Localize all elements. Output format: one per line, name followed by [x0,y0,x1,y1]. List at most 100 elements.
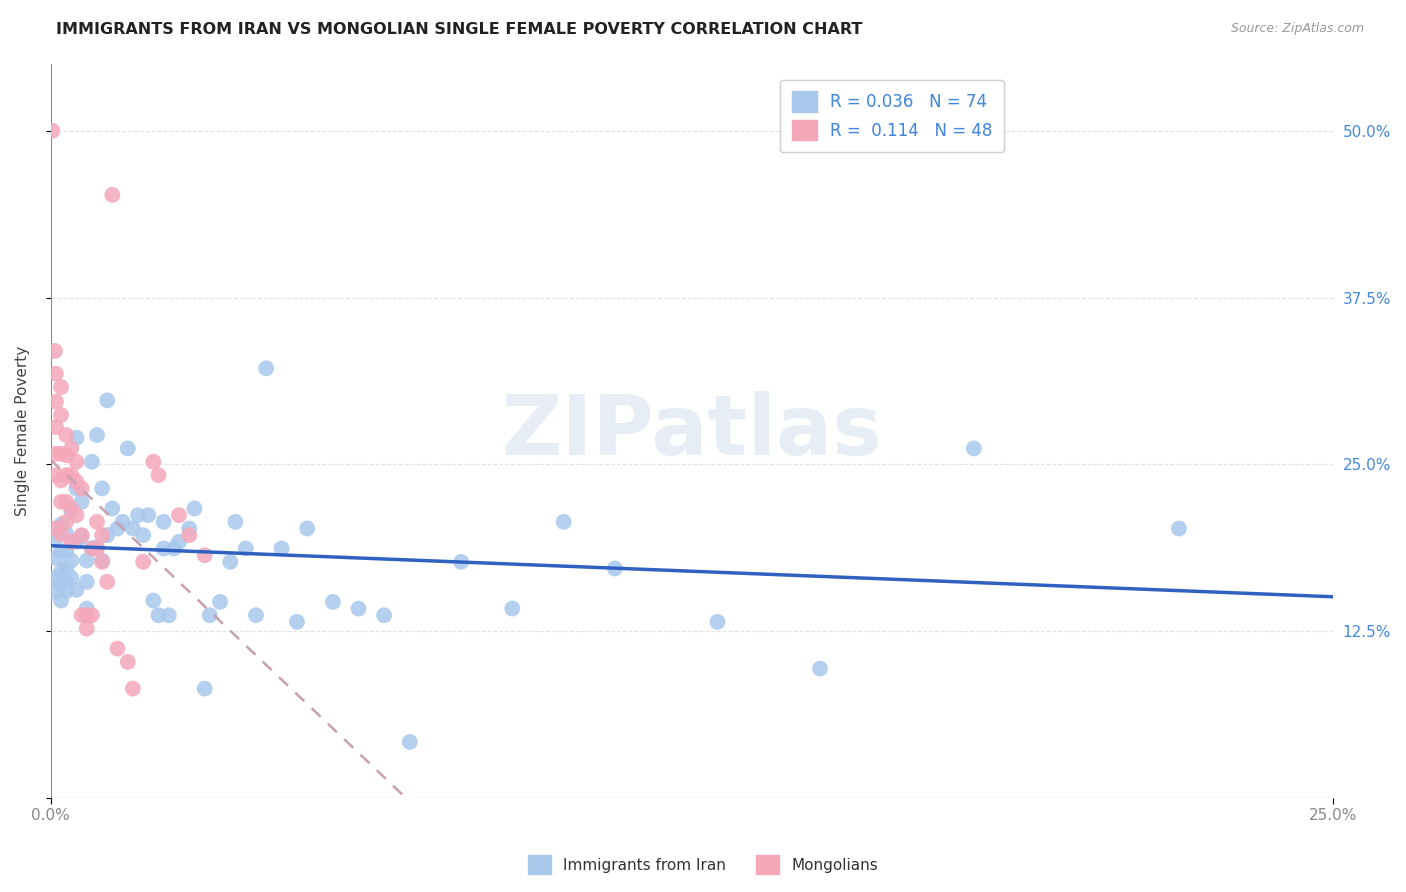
Point [45,550,67,565]
Point [706,615,728,629]
Point [142,455,165,469]
Point [86,515,108,529]
Point [209,595,232,609]
Point [148,608,170,623]
Point [132,555,155,569]
Point [101,187,124,202]
Point [45,531,67,545]
Point [49,577,72,591]
Point [270,541,292,556]
Point [122,681,145,696]
Point [183,501,205,516]
Point [70,482,93,496]
Point [49,447,72,461]
Point [297,521,319,535]
Point [60,468,83,483]
Point [76,608,98,623]
Point [65,534,87,549]
Point [219,555,242,569]
Point [76,601,98,615]
Point [55,515,77,529]
Point [44,343,66,358]
Point [148,468,170,483]
Point [96,574,118,589]
Text: IMMIGRANTS FROM IRAN VS MONGOLIAN SINGLE FEMALE POVERTY CORRELATION CHART: IMMIGRANTS FROM IRAN VS MONGOLIAN SINGLE… [56,22,863,37]
Point [1168,521,1191,535]
Point [398,735,420,749]
Point [45,394,67,409]
Point [70,528,93,542]
Point [45,584,67,599]
Point [55,574,77,588]
Point [70,495,93,509]
Point [65,455,87,469]
Point [167,508,190,523]
Point [373,608,395,623]
Point [80,541,103,556]
Point [167,534,190,549]
Point [76,553,98,567]
Point [117,442,139,456]
Point [285,615,308,629]
Point [132,528,155,542]
Point [122,521,145,535]
Point [450,555,472,569]
Point [60,553,83,567]
Point [49,380,72,394]
Point [101,501,124,516]
Point [963,442,986,456]
Point [808,662,831,676]
Point [142,593,165,607]
Point [86,428,108,442]
Point [152,515,174,529]
Point [553,515,575,529]
Point [163,541,186,556]
Y-axis label: Single Female Poverty: Single Female Poverty [15,346,30,516]
Point [235,541,257,556]
Point [80,608,103,623]
Legend: Immigrants from Iran, Mongolians: Immigrants from Iran, Mongolians [522,849,884,880]
Point [49,593,72,607]
Point [501,601,523,615]
Point [55,495,77,509]
Point [65,582,87,597]
Point [91,528,114,542]
Point [60,504,83,518]
Point [49,544,72,558]
Point [55,561,77,575]
Point [55,544,77,558]
Point [86,540,108,554]
Point [76,574,98,589]
Point [65,431,87,445]
Point [60,534,83,549]
Point [49,474,72,488]
Point [117,655,139,669]
Point [194,548,217,562]
Point [49,564,72,578]
Point [70,608,93,623]
Point [157,608,180,623]
Point [45,521,67,535]
Point [107,641,129,656]
Point [55,468,77,483]
Point [80,455,103,469]
Point [347,601,370,615]
Point [45,468,67,483]
Point [45,571,67,585]
Text: ZIPatlas: ZIPatlas [502,391,883,472]
Point [55,428,77,442]
Point [60,442,83,456]
Legend: R = 0.036   N = 74, R =  0.114   N = 48: R = 0.036 N = 74, R = 0.114 N = 48 [780,79,1004,152]
Point [179,528,201,542]
Point [80,541,103,556]
Point [254,361,277,376]
Point [91,482,114,496]
Point [96,393,118,408]
Point [41,124,63,138]
Point [152,541,174,556]
Point [127,508,149,523]
Point [49,517,72,532]
Point [49,495,72,509]
Point [55,584,77,599]
Point [45,447,67,461]
